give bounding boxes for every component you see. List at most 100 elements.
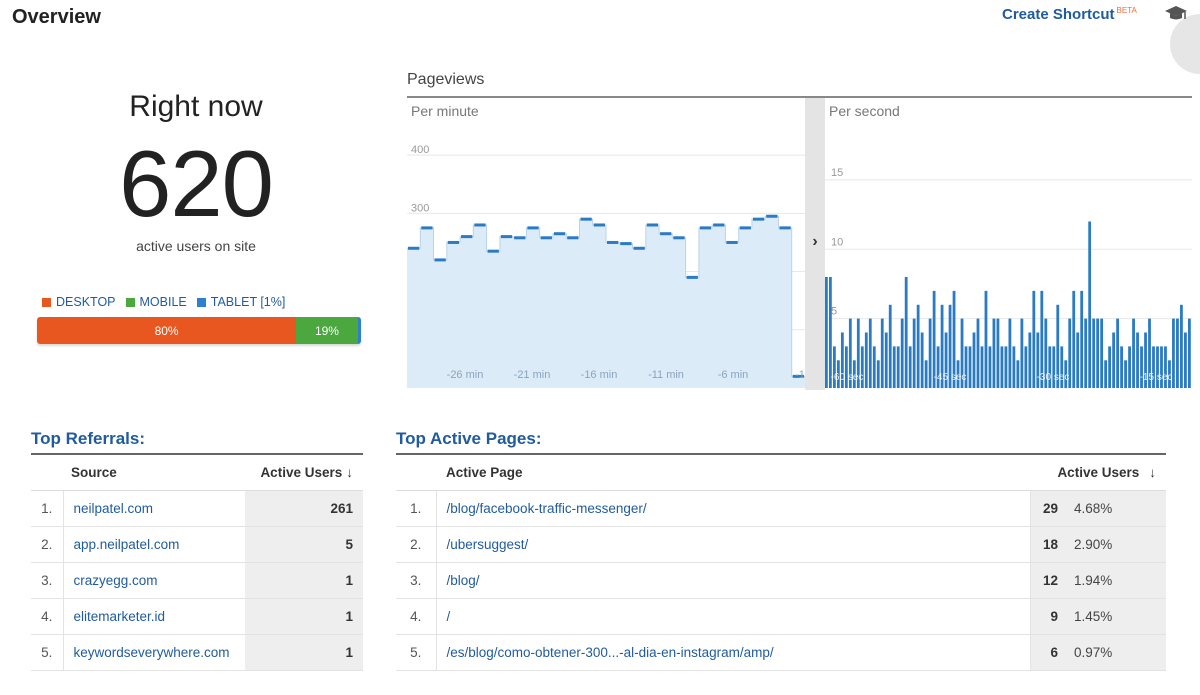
mobile-segment[interactable]: 19% (296, 317, 358, 344)
referral-active-users: 1 (245, 634, 363, 671)
sort-down-icon[interactable]: ↓ (1149, 464, 1156, 480)
referral-row[interactable]: 5. keywordseverywhere.com 1 (31, 634, 363, 671)
per-second-y-tick: 15 (831, 167, 843, 179)
tablet-segment[interactable] (357, 317, 361, 344)
per-second-bar (1032, 290, 1036, 388)
per-second-bar (856, 318, 860, 388)
desktop-segment[interactable]: 80% (37, 317, 297, 344)
active-users-count: 620 (119, 131, 274, 236)
active-page-link[interactable]: / (435, 598, 1030, 635)
referral-row[interactable]: 4. elitemarketer.id 1 (31, 598, 363, 635)
page-active-percent: 0.97% (1066, 634, 1166, 671)
active-page-link[interactable]: /blog/facebook-traffic-messenger/ (435, 490, 1030, 527)
pages-users-label[interactable]: Active Users (1057, 464, 1140, 480)
create-shortcut-link[interactable]: Create Shortcut BETA (1002, 6, 1137, 23)
pages-users-column-header[interactable]: Active Users ↓ (1030, 454, 1166, 491)
graduation-cap-icon[interactable] (1164, 2, 1188, 26)
expand-chevron-icon[interactable]: › (812, 233, 817, 250)
page-rank: 2. (396, 526, 436, 563)
tablet-swatch (196, 297, 206, 307)
per-second-bar (1036, 332, 1040, 388)
per-second-bar (1140, 346, 1143, 388)
per-second-bar (1172, 318, 1175, 388)
per-second-bar (976, 318, 980, 388)
referral-source-link[interactable]: neilpatel.com (62, 490, 245, 527)
source-column-header[interactable]: Source (63, 454, 245, 491)
per-second-bar (836, 360, 840, 389)
per-second-bar (848, 318, 852, 388)
active-page-link[interactable]: /ubersuggest/ (435, 526, 1030, 563)
per-second-bar (864, 332, 868, 388)
page-rank: 4. (396, 598, 436, 635)
per-second-bar (1104, 360, 1108, 389)
active-page-row[interactable]: 4./9 1.45% (396, 598, 1166, 635)
per-second-bar (872, 346, 876, 388)
page-title: Overview (12, 6, 101, 28)
referral-row[interactable]: 2. app.neilpatel.com 5 (31, 526, 363, 563)
per-second-bar (832, 346, 836, 388)
active-page-row[interactable]: 1./blog/facebook-traffic-messenger/29 4.6… (396, 490, 1166, 527)
referrals-users-column-header[interactable]: Active Users ↓ (245, 454, 363, 491)
per-minute-area (407, 216, 805, 388)
referral-active-users: 5 (245, 526, 363, 563)
per-second-bar (1128, 346, 1131, 388)
per-second-bar (860, 346, 864, 388)
per-second-bar (980, 346, 984, 388)
active-page-column-header[interactable]: Active Page (436, 454, 1030, 491)
create-shortcut-label[interactable]: Create Shortcut (1002, 6, 1115, 23)
referral-source-link[interactable]: keywordseverywhere.com (62, 634, 245, 671)
top-active-pages-title: Top Active Pages: (396, 429, 542, 448)
referral-source-link[interactable]: elitemarketer.id (62, 598, 245, 635)
per-second-bar (1184, 332, 1187, 388)
per-second-bar (1180, 304, 1183, 389)
referral-row[interactable]: 3. crazyegg.com 1 (31, 562, 363, 599)
page-active-percent: 1.45% (1066, 598, 1166, 635)
per-second-bar (1108, 346, 1112, 388)
per-second-bar (1056, 304, 1060, 389)
right-now-title: Right now (129, 90, 263, 123)
per-second-bar (964, 346, 968, 388)
page-active-percent: 2.90% (1066, 526, 1166, 563)
per-second-bar (1004, 346, 1008, 388)
per-second-bar (1148, 318, 1151, 388)
referrals-users-label[interactable]: Active Users (260, 464, 343, 480)
per-second-bar (904, 277, 908, 388)
device-legend: DESKTOP MOBILE TABLET [1%] (42, 295, 285, 309)
referral-rank: 3. (31, 562, 63, 599)
per-minute-label: Per minute (411, 103, 479, 119)
active-page-link[interactable]: /blog/ (435, 562, 1030, 599)
per-second-bar (852, 360, 856, 389)
per-minute-y-tick: 400 (411, 144, 429, 156)
top-referrals-title: Top Referrals: (31, 429, 145, 448)
referral-source-link[interactable]: crazyegg.com (62, 562, 245, 599)
active-page-link[interactable]: /es/blog/como-obtener-300...-al-dia-en-i… (435, 634, 1030, 671)
per-second-bar (1072, 290, 1076, 388)
per-second-bar (1052, 346, 1056, 388)
per-second-bar (892, 346, 896, 388)
legend-desktop: DESKTOP (42, 295, 116, 309)
per-second-bar (844, 346, 848, 388)
per-minute-y-tick: 300 (411, 202, 429, 214)
referral-row[interactable]: 1. neilpatel.com 261 (31, 490, 363, 527)
active-page-row[interactable]: 5./es/blog/como-obtener-300...-al-dia-en… (396, 634, 1166, 671)
per-second-bar (1100, 318, 1104, 388)
page-active-users: 9 (1029, 598, 1066, 635)
per-second-bar (940, 304, 944, 389)
per-second-bar (1092, 318, 1096, 388)
per-second-bar (876, 360, 880, 389)
page-rank: 1. (396, 490, 436, 527)
active-page-row[interactable]: 2./ubersuggest/18 2.90% (396, 526, 1166, 563)
legend-mobile: MOBILE (125, 295, 187, 309)
per-second-bar (1188, 318, 1191, 388)
per-second-bar (972, 332, 976, 388)
per-second-bar (880, 318, 884, 388)
per-second-bar (1076, 332, 1080, 388)
per-second-bar (884, 332, 888, 388)
per-second-bar (932, 290, 936, 388)
referral-active-users: 1 (245, 562, 363, 599)
per-second-bar (908, 346, 912, 388)
active-page-row[interactable]: 3./blog/12 1.94% (396, 562, 1166, 599)
per-second-bar (960, 318, 964, 388)
referral-source-link[interactable]: app.neilpatel.com (62, 526, 245, 563)
sort-down-icon[interactable]: ↓ (346, 464, 353, 480)
